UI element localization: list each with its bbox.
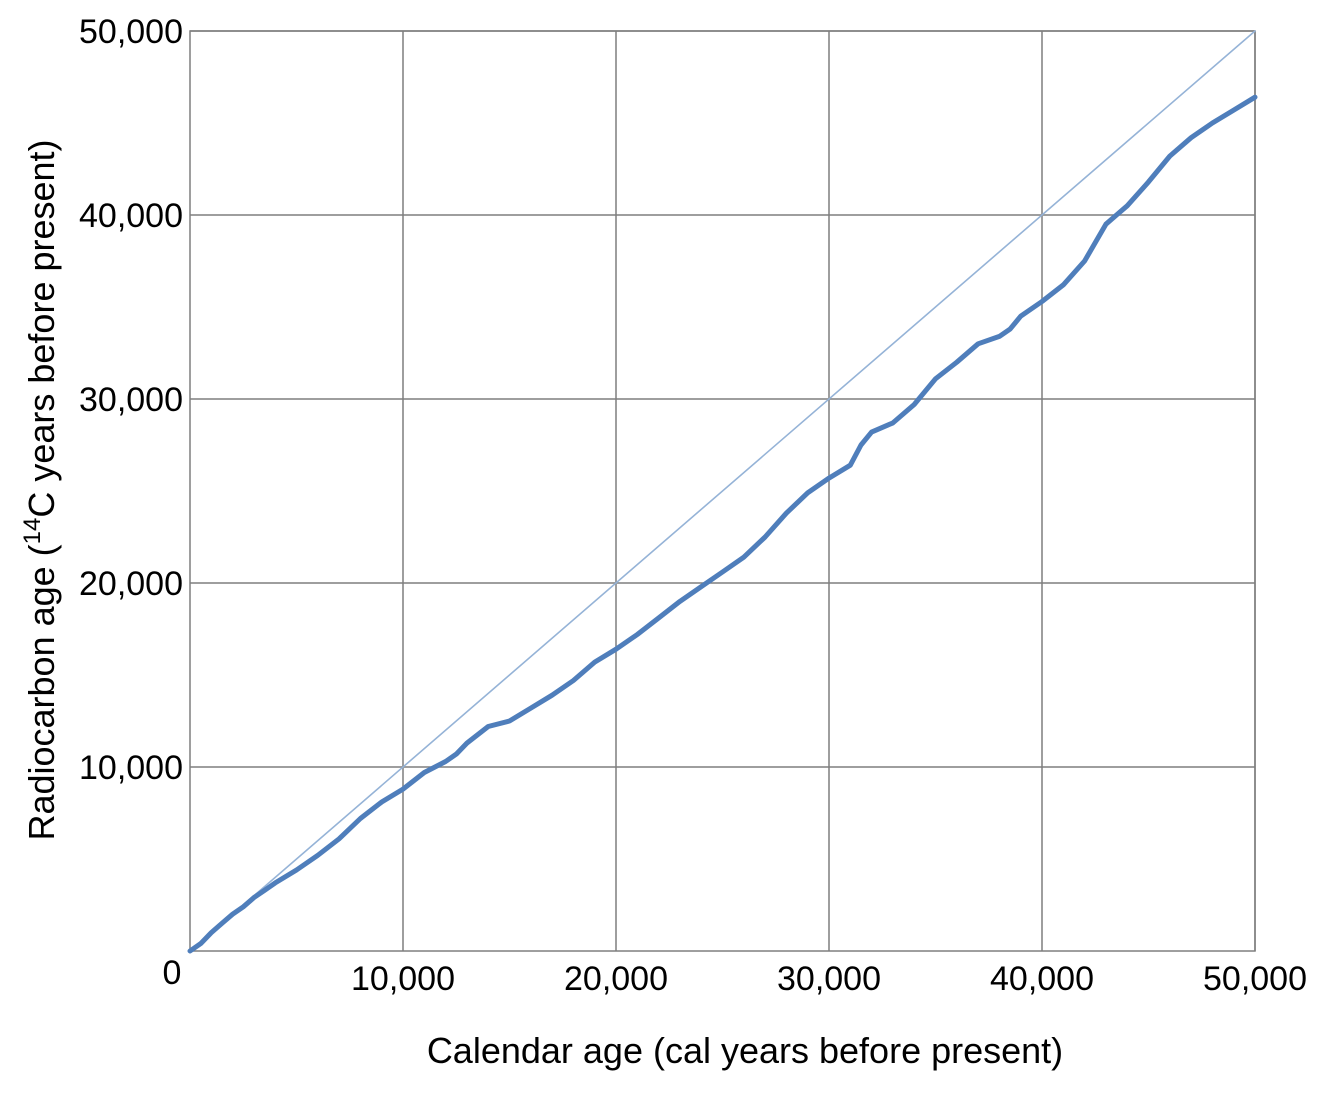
y-tick-label-1: 20,000 xyxy=(79,565,183,603)
y-axis-title-superscript: 14 xyxy=(19,518,46,545)
x-tick-label-0: 10,000 xyxy=(351,960,455,998)
x-tick-labels: 10,000 20,000 30,000 40,000 50,000 xyxy=(351,960,1307,998)
y-tick-label-3: 40,000 xyxy=(79,197,183,235)
x-tick-label-1: 20,000 xyxy=(564,960,668,998)
x-axis-title: Calendar age (cal years before present) xyxy=(427,1030,1063,1071)
x-tick-label-3: 40,000 xyxy=(990,960,1094,998)
y-axis-title-before: Radiocarbon age ( xyxy=(21,544,62,840)
x-tick-label-4: 50,000 xyxy=(1203,960,1307,998)
x-tick-label-2: 30,000 xyxy=(777,960,881,998)
y-tick-label-4: 50,000 xyxy=(79,13,183,51)
y-tick-labels: 10,000 20,000 30,000 40,000 50,000 xyxy=(79,13,183,787)
reference-line xyxy=(189,30,1256,952)
y-axis-title-after: C years before present) xyxy=(21,139,62,517)
y-tick-label-2: 30,000 xyxy=(79,381,183,419)
series-group xyxy=(187,30,1258,954)
y-tick-label-0: 10,000 xyxy=(79,749,183,787)
origin-tick-label: 0 xyxy=(163,954,182,992)
plot-border xyxy=(189,30,1256,952)
y-axis-title: Radiocarbon age (14C years before presen… xyxy=(19,139,62,840)
calibration-curve xyxy=(187,94,1258,954)
